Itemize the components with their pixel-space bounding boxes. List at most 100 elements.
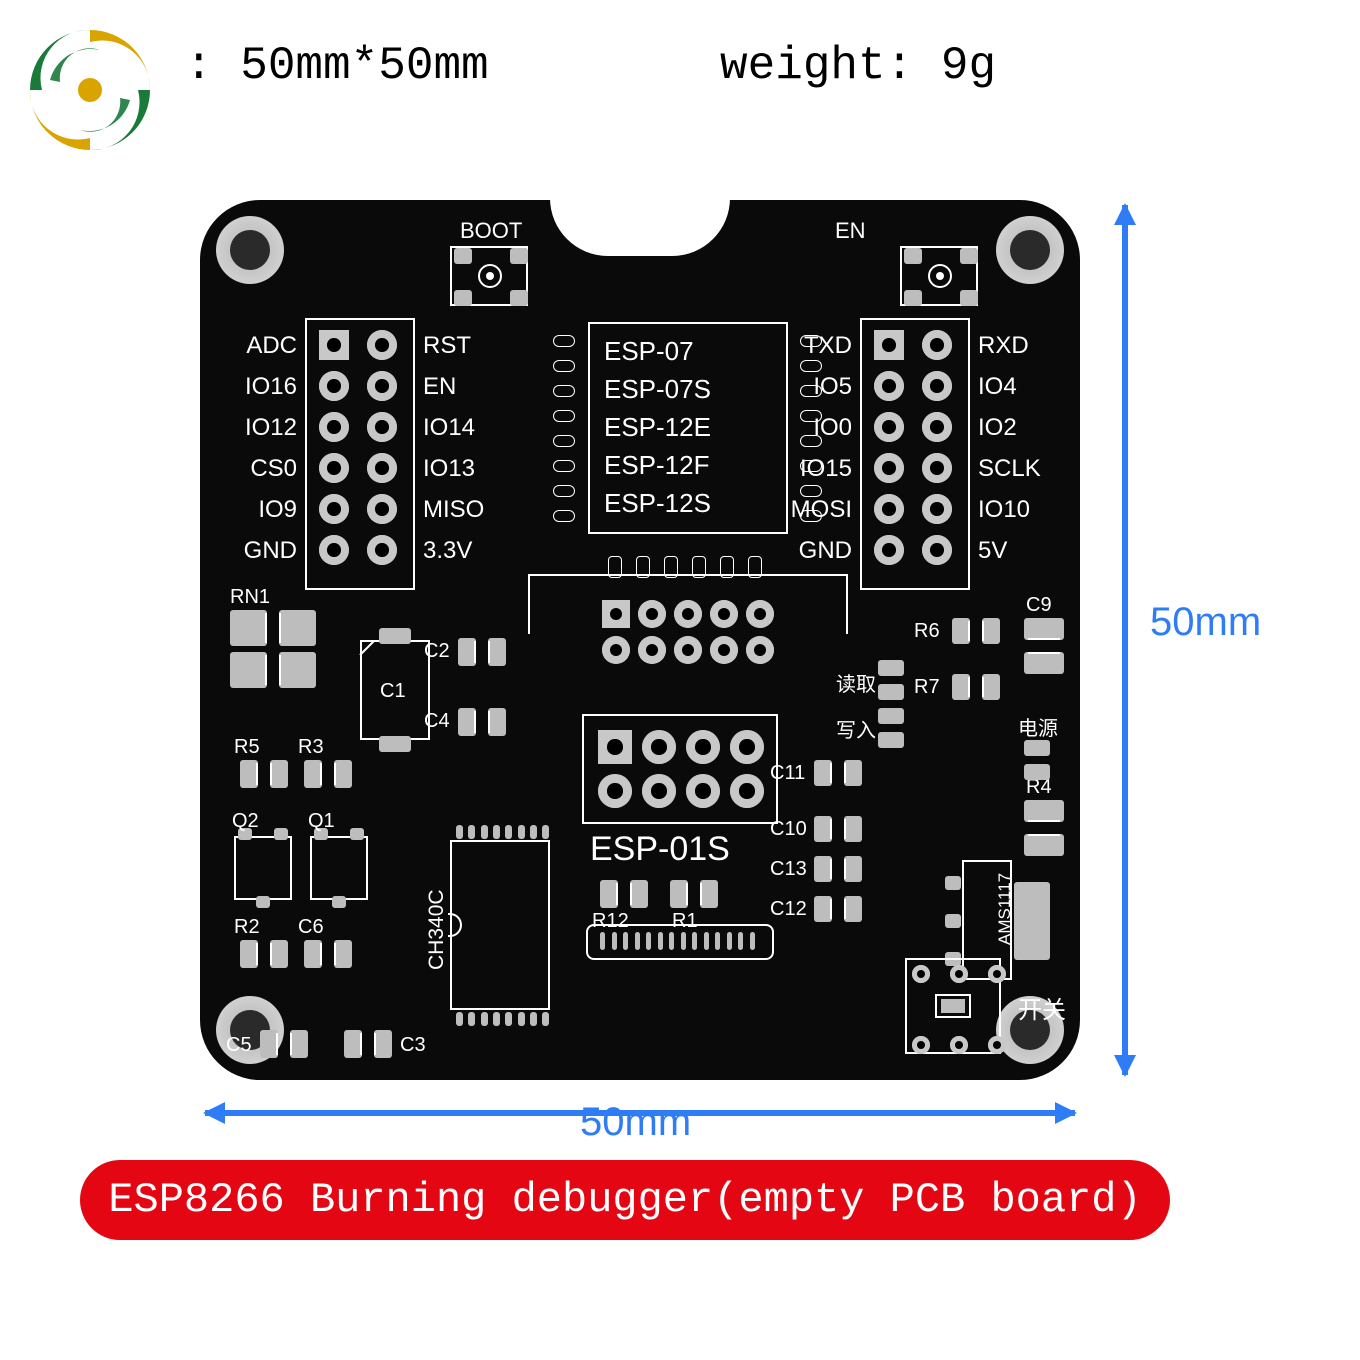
refdes-R7: R7 xyxy=(914,676,940,699)
dim-right xyxy=(1108,205,1148,1075)
smd-body xyxy=(1028,638,1060,654)
usb-pin xyxy=(635,932,640,950)
mounting-hole xyxy=(996,216,1064,284)
ch340c-box xyxy=(450,840,550,1010)
tact-switch-pad xyxy=(510,290,528,306)
smd-pad xyxy=(630,880,648,908)
usb-pin xyxy=(669,932,674,950)
refdes-C2: C2 xyxy=(424,640,450,663)
right-pin-label-right: 5V xyxy=(978,537,1007,565)
tact-switch-pad xyxy=(960,290,978,306)
smd-body xyxy=(968,677,984,697)
smd-pad xyxy=(488,708,506,736)
smd-body xyxy=(1028,820,1060,836)
refdes-C1: C1 xyxy=(380,680,406,703)
weight-value: 9g xyxy=(941,40,996,92)
tact-switch-pad xyxy=(904,290,922,306)
smd-body xyxy=(256,943,272,965)
dim-value: 50mm*50mm xyxy=(240,40,488,92)
esp-side-pad xyxy=(553,435,575,447)
sot-pad xyxy=(350,828,364,840)
header-weight: weight: 9g xyxy=(720,40,996,92)
ch340c-pin xyxy=(493,825,500,839)
sot-pad xyxy=(332,896,346,908)
switch-pad xyxy=(950,1036,968,1054)
right-header-pad xyxy=(922,453,952,483)
left-pin-label-right: 3.3V xyxy=(423,537,472,565)
esp01s-pad xyxy=(642,774,676,808)
smd-pad xyxy=(290,1030,308,1058)
esp-side-pad xyxy=(553,485,575,497)
dim-bottom-label: 50mm xyxy=(580,1100,691,1145)
ch340c-pin xyxy=(468,825,475,839)
esp01s-pad xyxy=(686,774,720,808)
esp-bottom-th-pad xyxy=(638,636,666,664)
sot-outline xyxy=(234,836,292,900)
refdes-R3: R3 xyxy=(298,736,324,759)
esp-module-label: ESP-12F xyxy=(604,450,710,481)
refdes-R2: R2 xyxy=(234,916,260,939)
ch340c-pin xyxy=(493,1012,500,1026)
usb-pin xyxy=(738,932,743,950)
button-label-en: EN xyxy=(835,218,866,244)
esp-module-label: ESP-12E xyxy=(604,412,711,443)
esp-silk-line xyxy=(528,574,848,576)
usb-pin xyxy=(612,932,617,950)
smd-body xyxy=(830,819,846,839)
esp-side-pad xyxy=(553,360,575,372)
ams1117-pin xyxy=(945,914,961,928)
esp01s-pad xyxy=(642,730,676,764)
ch340c-pin xyxy=(518,825,525,839)
mounting-hole xyxy=(216,216,284,284)
smd-pad xyxy=(982,618,1000,644)
ch340c-pin xyxy=(542,825,549,839)
ch340c-label: CH340C xyxy=(425,889,449,970)
ch340c-pin xyxy=(481,1012,488,1026)
right-header-pad xyxy=(922,494,952,524)
esp-module-label: ESP-12S xyxy=(604,488,711,519)
tact-switch-dot xyxy=(936,272,944,280)
left-pin-label-right: RST xyxy=(423,332,471,360)
left-pin-label-right: IO14 xyxy=(423,414,475,442)
smd-pad xyxy=(844,856,862,882)
left-header-pad xyxy=(367,330,397,360)
right-pin-label-left: TXD xyxy=(804,332,852,360)
smd-pad xyxy=(700,880,718,908)
refdes-C3: C3 xyxy=(400,1034,426,1057)
refdes-C10: C10 xyxy=(770,818,807,841)
smd-body xyxy=(968,621,984,641)
refdes-C9: C9 xyxy=(1026,594,1052,617)
esp-side-pad xyxy=(553,510,575,522)
right-pin-label-left: MOSI xyxy=(791,496,852,524)
left-header-pad xyxy=(367,453,397,483)
smd-body xyxy=(830,763,846,783)
refdes-C4: C4 xyxy=(424,710,450,733)
ch340c-pin xyxy=(468,1012,475,1026)
esp01s-label: ESP-01S xyxy=(590,830,730,869)
esp-bottom-th-pad xyxy=(638,600,666,628)
right-header-pad xyxy=(922,330,952,360)
esp-bottom-th-pad xyxy=(602,600,630,628)
tact-switch-pad xyxy=(454,290,472,306)
switch-center-pad xyxy=(941,999,965,1013)
left-header-pad xyxy=(319,330,349,360)
right-pin-label-right: IO4 xyxy=(978,373,1017,401)
usb-pin xyxy=(623,932,628,950)
left-pin-label-left: IO9 xyxy=(258,496,297,524)
right-pin-label-left: IO15 xyxy=(800,455,852,483)
left-pin-label-right: IO13 xyxy=(423,455,475,483)
ch340c-pin xyxy=(456,1012,463,1026)
switch-pad xyxy=(988,965,1006,983)
right-header-pad xyxy=(874,535,904,565)
right-header-pad xyxy=(922,535,952,565)
right-pin-label-right: IO2 xyxy=(978,414,1017,442)
led-pad xyxy=(878,732,904,748)
dim-right-line xyxy=(1122,205,1128,1075)
smd-body xyxy=(320,763,336,785)
switch-pad xyxy=(950,965,968,983)
ch340c-pin xyxy=(505,1012,512,1026)
smd-pad xyxy=(374,1030,392,1058)
smd-pad xyxy=(1024,652,1064,674)
left-header-pad xyxy=(319,412,349,442)
usb-pin xyxy=(600,932,605,950)
